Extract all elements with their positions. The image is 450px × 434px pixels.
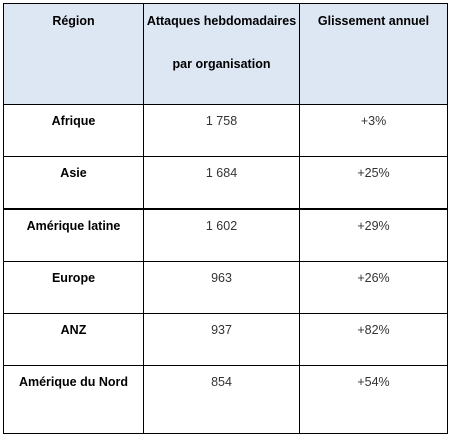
growth-cell: +82%	[299, 313, 448, 366]
attacks-cell: 1 602	[143, 208, 300, 262]
attacks-cell: 1 758	[143, 104, 300, 157]
region-cell: ANZ	[3, 313, 144, 366]
growth-cell: +25%	[299, 156, 448, 210]
attacks-by-region-table: Région Attaques hebdomadaires par organi…	[3, 3, 448, 434]
table-row: Europe 963 +26%	[3, 261, 448, 314]
header-annual-growth-label: Glissement annuel	[317, 14, 430, 28]
table-row: Asie 1 684 +25%	[3, 156, 448, 210]
header-weekly-attacks: Attaques hebdomadaires par organisation	[143, 3, 300, 105]
region-cell: Asie	[3, 156, 144, 210]
growth-cell: +26%	[299, 261, 448, 314]
region-cell: Amérique latine	[3, 208, 144, 262]
growth-cell: +3%	[299, 104, 448, 157]
region-cell: Europe	[3, 261, 144, 314]
table-row: ANZ 937 +82%	[3, 313, 448, 366]
header-weekly-attacks-line2: par organisation	[172, 57, 271, 71]
header-weekly-attacks-line1: Attaques hebdomadaires	[146, 14, 297, 28]
header-region: Région	[3, 3, 144, 105]
attacks-cell: 1 684	[143, 156, 300, 210]
table-row: Afrique 1 758 +3%	[3, 104, 448, 157]
region-cell: Afrique	[3, 104, 144, 157]
header-annual-growth: Glissement annuel	[299, 3, 448, 105]
attacks-cell: 963	[143, 261, 300, 314]
attacks-table-container: Région Attaques hebdomadaires par organi…	[3, 3, 448, 434]
table-row: Amérique latine 1 602 +29%	[3, 208, 448, 262]
header-region-label: Région	[52, 14, 95, 28]
growth-cell: +29%	[299, 208, 448, 262]
attacks-cell: 937	[143, 313, 300, 366]
table-header-row: Région Attaques hebdomadaires par organi…	[3, 3, 448, 105]
